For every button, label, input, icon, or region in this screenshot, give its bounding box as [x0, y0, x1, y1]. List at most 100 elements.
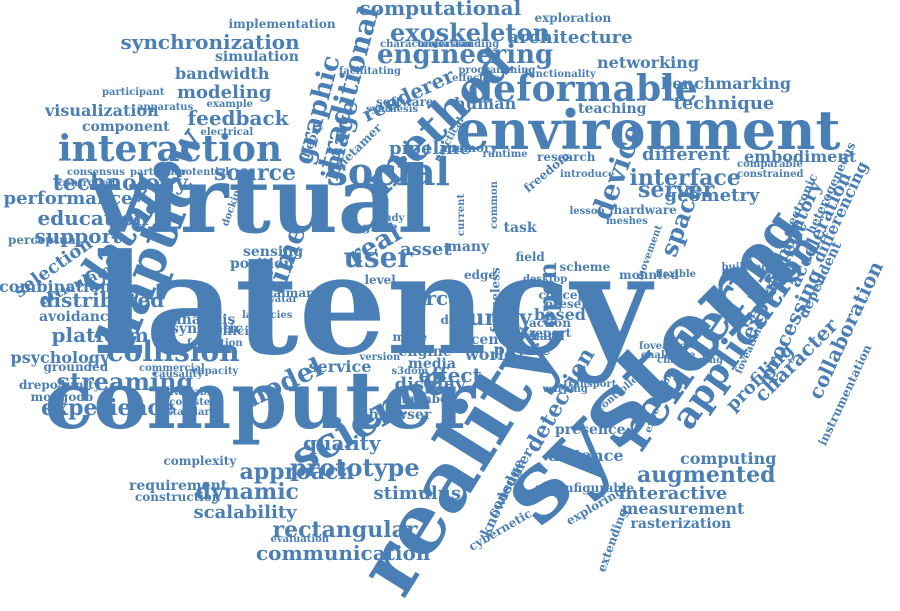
word: perceptual	[8, 233, 81, 247]
word: synthesis	[366, 104, 419, 115]
word: controlled	[58, 178, 116, 189]
word: capacity	[192, 366, 239, 377]
word: asset	[400, 239, 452, 260]
word: characterisation	[380, 39, 473, 50]
word: rasterization	[630, 516, 732, 532]
word: common	[488, 181, 500, 229]
word: commercial	[139, 363, 205, 374]
word: avoidance	[39, 309, 118, 325]
word: browser	[368, 407, 432, 423]
word: apparatus	[137, 102, 194, 113]
word: number	[401, 392, 455, 406]
word: research	[537, 150, 596, 164]
word: engine	[398, 344, 452, 360]
word: interaction	[58, 128, 283, 170]
word: collision	[106, 335, 240, 368]
word: measurement	[621, 499, 745, 518]
word: social	[326, 149, 450, 194]
word: latency	[93, 223, 651, 386]
word: present	[544, 297, 596, 311]
word: scene	[463, 332, 508, 348]
word: requirement	[129, 478, 228, 494]
word: technology	[52, 170, 188, 196]
word: distributed	[39, 288, 165, 312]
word: challenge	[641, 350, 696, 361]
word: current	[456, 193, 468, 237]
word: drepo4unity	[19, 378, 101, 392]
word: task	[503, 220, 537, 236]
word: mounted	[619, 268, 679, 282]
word: computing	[680, 449, 777, 468]
word: participant	[102, 87, 165, 98]
word: s3dom	[391, 366, 429, 377]
word: causality	[153, 369, 203, 380]
word: potential	[178, 167, 230, 178]
word: streaming	[56, 367, 194, 396]
word: source	[214, 160, 297, 186]
word: physic	[493, 340, 551, 359]
word: computational	[358, 0, 522, 20]
word: version	[359, 352, 401, 363]
word: quality	[303, 431, 381, 455]
word: embodiment	[744, 147, 857, 166]
word: synchronization	[120, 30, 300, 54]
word: teaching	[578, 101, 647, 117]
word: functionality	[524, 69, 596, 80]
word: comparable	[737, 159, 803, 170]
word: dynamic	[195, 479, 299, 505]
word: interface	[629, 165, 741, 191]
word: kalman	[265, 286, 315, 300]
word: psychology	[10, 348, 110, 367]
word: pipeline	[389, 138, 471, 159]
word: education	[37, 206, 149, 230]
word: field	[515, 250, 545, 264]
word: world	[465, 345, 516, 364]
word: combination	[0, 277, 112, 296]
word: level	[364, 273, 396, 287]
word: mongodb	[30, 390, 94, 404]
word: unity	[468, 305, 532, 331]
word: platform	[51, 323, 149, 347]
word: force	[403, 286, 461, 310]
word: environment	[455, 98, 841, 162]
word: service	[308, 357, 372, 376]
word: avatar	[262, 294, 298, 305]
word: report	[529, 326, 572, 340]
word: foveated	[639, 341, 687, 352]
word: benchmarking	[661, 74, 792, 93]
word: efficient	[215, 324, 271, 338]
word: human	[454, 94, 517, 113]
word: paper	[500, 329, 540, 343]
word: evaluation	[270, 534, 330, 545]
word: available	[167, 387, 217, 398]
word: presence	[555, 422, 626, 438]
word: interactive	[618, 483, 728, 504]
word: facilitating	[339, 66, 402, 77]
word: extending	[593, 506, 630, 574]
word: prototype	[290, 453, 420, 482]
word: analysis	[172, 312, 236, 328]
word: hardware	[613, 203, 677, 217]
word: server	[638, 177, 715, 203]
word: reconfigurable	[535, 481, 635, 495]
word: software	[376, 95, 434, 109]
word: exploration	[534, 11, 612, 25]
word: latencies	[242, 310, 293, 321]
word: lesson	[569, 206, 605, 217]
word: media	[408, 356, 456, 372]
word: ecosystem	[163, 397, 221, 408]
word: component	[82, 119, 170, 135]
word: edge	[464, 268, 497, 282]
word: engineering	[377, 40, 554, 70]
word: data	[440, 313, 470, 327]
word: understanding	[417, 39, 500, 50]
word: bandwidth	[175, 64, 270, 83]
word: meshes	[606, 216, 648, 227]
word: constrained	[737, 169, 804, 180]
word: memory	[443, 141, 498, 155]
word: sensing	[243, 244, 304, 260]
word: electrical	[200, 127, 254, 138]
word: different	[642, 144, 730, 165]
word: feedback	[187, 106, 289, 130]
